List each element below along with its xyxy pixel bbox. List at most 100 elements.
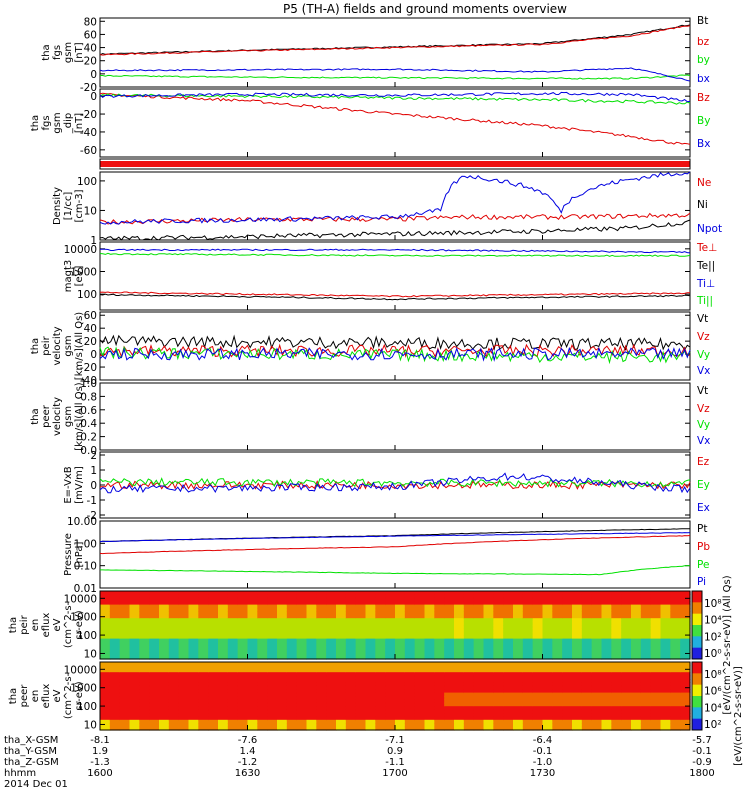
heatmap-cell (365, 594, 376, 599)
heatmap-cell (414, 672, 426, 677)
heatmap-cell (621, 648, 632, 653)
heatmap-cell (375, 618, 386, 623)
heatmap-cell (581, 689, 593, 694)
heatmap-cell (631, 689, 642, 694)
heatmap-cell (119, 604, 131, 609)
heatmap-cell (227, 689, 239, 694)
heatmap-cell (454, 716, 465, 721)
heatmap-cell (109, 628, 121, 633)
heatmap-cell (149, 638, 160, 643)
heatmap-cell (296, 628, 308, 633)
heatmap-cell (100, 591, 111, 595)
heatmap-cell (306, 702, 317, 707)
legend-entry: Pb (697, 541, 710, 553)
heatmap-cell (277, 662, 288, 666)
heatmap-cell (168, 665, 180, 670)
heatmap-cell (454, 723, 465, 728)
heatmap-cell (139, 648, 150, 653)
heatmap-cell (670, 655, 681, 660)
heatmap-cell (227, 672, 239, 677)
heatmap-cell (513, 723, 524, 728)
heatmap-cell (296, 611, 308, 616)
heatmap-cell (640, 692, 652, 697)
heatmap-cell (621, 696, 632, 700)
heatmap-cell (375, 648, 386, 653)
heatmap-cell (591, 645, 603, 650)
heatmap-cell (660, 706, 671, 711)
y-tick-label: 60 (84, 310, 97, 322)
heatmap-cell (562, 699, 573, 704)
heatmap-cell (434, 702, 445, 707)
heatmap-cell (414, 713, 426, 717)
heatmap-cell (129, 611, 140, 616)
heatmap-cell (385, 591, 396, 595)
heatmap-cell (513, 689, 524, 694)
heatmap-cell (581, 645, 593, 650)
heatmap-cell (434, 689, 445, 694)
colorbar-tick: 10² (704, 719, 722, 731)
heatmap-cell (660, 692, 671, 697)
series-line-Pe (100, 565, 691, 576)
y-tick-label: 10 (84, 205, 97, 217)
heatmap-cell (552, 702, 563, 707)
heatmap-cell (198, 631, 209, 636)
heatmap-cell (178, 604, 190, 609)
heatmap-cell (316, 696, 327, 700)
heatmap-cell (601, 679, 612, 683)
colorbar-swatch (692, 662, 702, 674)
heatmap-cell (621, 604, 632, 609)
y-axis-label: velocity (52, 397, 63, 436)
heatmap-cell (473, 662, 485, 666)
heatmap-cell (218, 665, 229, 670)
heatmap-cell (267, 635, 278, 640)
heatmap-cell (208, 675, 219, 680)
heatmap-cell (424, 675, 435, 680)
heatmap-cell (424, 709, 435, 714)
heatmap-cell (513, 685, 524, 690)
heatmap-cell (286, 706, 298, 711)
heatmap-cell (316, 645, 327, 650)
heatmap-cell (316, 631, 327, 636)
heatmap-cell (336, 591, 347, 595)
heatmap-cell (532, 597, 544, 602)
heatmap-cell (444, 679, 455, 683)
heatmap-cell (601, 642, 612, 646)
heatmap-cell (345, 692, 357, 697)
heatmap-cell (454, 614, 465, 619)
heatmap-cell (218, 699, 229, 704)
heatmap-cell (611, 675, 622, 680)
heatmap-cell (198, 723, 209, 728)
heatmap-cell (552, 591, 563, 595)
heatmap-cell (414, 685, 426, 690)
heatmap-cell (218, 679, 229, 683)
heatmap-cell (100, 699, 111, 704)
heatmap-cell (100, 614, 111, 619)
heatmap-cell (601, 597, 612, 602)
heatmap-cell (247, 611, 258, 616)
heatmap-cell (306, 675, 317, 680)
heatmap-cell (414, 608, 426, 612)
heatmap-cell (454, 709, 465, 714)
heatmap-cell (601, 594, 612, 599)
heatmap-cell (345, 726, 357, 731)
heatmap-cell (267, 614, 278, 619)
heatmap-cell (395, 702, 406, 707)
heatmap-cell (650, 696, 662, 700)
heatmap-cell (572, 723, 583, 728)
heatmap-cell (542, 601, 553, 606)
heatmap-cell (237, 665, 249, 670)
heatmap-cell (660, 591, 671, 595)
heatmap-cell (178, 652, 190, 657)
heatmap-cell (326, 618, 337, 623)
heatmap-cell (513, 679, 524, 683)
heatmap-cell (119, 648, 131, 653)
heatmap-cell (522, 594, 534, 599)
heatmap-cell (306, 679, 317, 683)
heatmap-cell (355, 713, 367, 717)
heatmap-cell (109, 642, 121, 646)
heatmap-cell (483, 591, 494, 595)
heatmap-cell (680, 723, 691, 728)
heatmap-cell (522, 628, 534, 633)
heatmap-cell (513, 642, 524, 646)
